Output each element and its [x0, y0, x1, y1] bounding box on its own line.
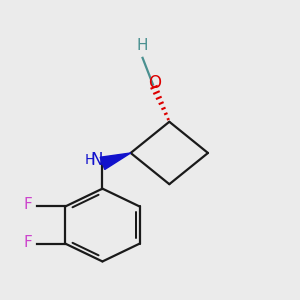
Text: H: H: [137, 38, 148, 53]
Text: O: O: [148, 74, 161, 92]
Text: F: F: [24, 235, 32, 250]
Polygon shape: [100, 153, 131, 169]
Text: H: H: [85, 153, 95, 167]
Text: N: N: [91, 152, 103, 169]
Text: F: F: [24, 197, 32, 212]
